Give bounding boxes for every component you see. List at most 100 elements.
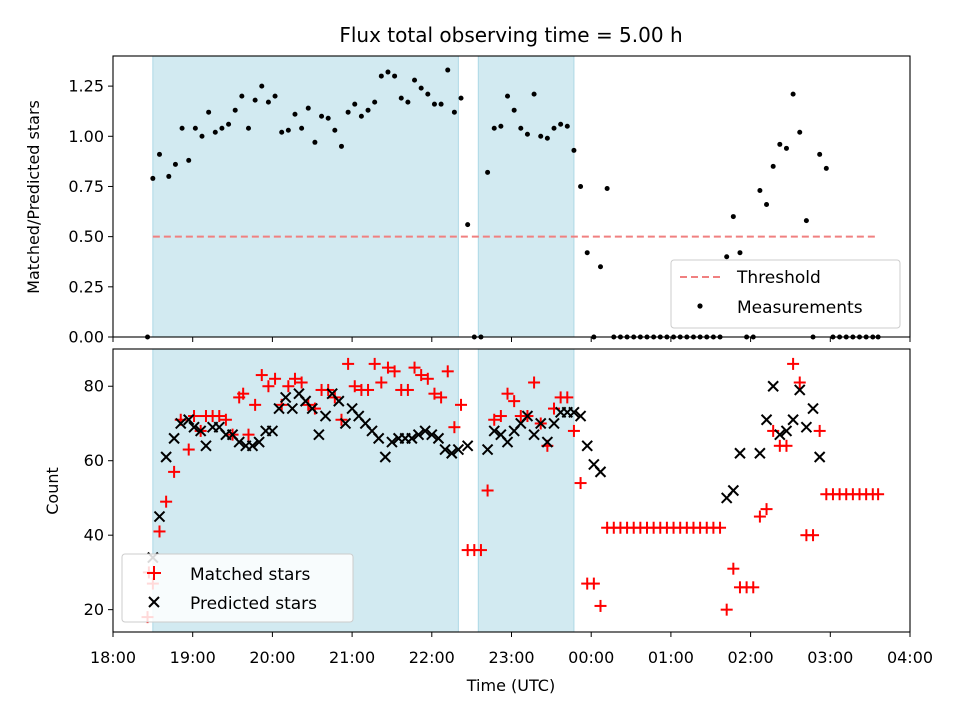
- measurement-point: [312, 139, 318, 145]
- measurement-point: [777, 141, 783, 147]
- top-y-axis-label: Matched/Predicted stars: [24, 100, 43, 294]
- matched-star-point: [153, 525, 166, 538]
- matched-star-point: [182, 443, 195, 456]
- x-tick-label: 19:00: [170, 648, 216, 667]
- predicted-star-point: [194, 425, 207, 437]
- measurement-point: [299, 125, 305, 131]
- predicted-star-point: [452, 443, 465, 456]
- predicted-star-point: [760, 414, 773, 426]
- matched-star-point: [574, 477, 587, 490]
- measurement-point: [338, 143, 344, 149]
- measurement-point: [358, 113, 364, 119]
- matched-star-point: [295, 376, 308, 389]
- matched-star-point: [288, 372, 301, 385]
- matched-star-point: [381, 361, 394, 374]
- predicted-star-point: [548, 417, 560, 430]
- measurement-point: [425, 91, 431, 97]
- matched-star-point: [388, 365, 401, 378]
- predicted-star-point: [286, 402, 299, 415]
- matched-star-point: [587, 577, 600, 590]
- legend-matched-label: Matched stars: [190, 565, 310, 585]
- predicted-star-point: [481, 443, 494, 456]
- measurement-point: [491, 125, 497, 131]
- measurement-point: [584, 250, 590, 256]
- top-y-tick-label: 1.25: [68, 77, 104, 96]
- measurement-point: [392, 73, 398, 79]
- measurement-point: [730, 214, 736, 220]
- matched-star-point: [269, 372, 282, 385]
- measurement-point: [319, 113, 325, 119]
- measurement-point: [544, 135, 550, 141]
- predicted-star-point: [807, 402, 819, 415]
- matched-star-point: [160, 495, 173, 508]
- predicted-star-point: [246, 440, 259, 452]
- predicted-star-point: [168, 432, 180, 445]
- matched-star-point: [168, 465, 181, 478]
- measurement-point: [378, 73, 384, 79]
- predicted-star-point: [319, 410, 332, 422]
- measurement-point: [179, 125, 185, 131]
- matched-star-point: [488, 413, 501, 426]
- matched-star-point: [219, 413, 232, 426]
- measurement-point: [783, 145, 789, 151]
- matched-star-point: [760, 503, 773, 516]
- bottom-shaded-band-2: [477, 348, 575, 633]
- measurement-point: [385, 69, 391, 75]
- predicted-star-point: [581, 440, 593, 452]
- measurement-point: [305, 105, 311, 111]
- measurement-point: [505, 93, 511, 99]
- matched-star-point: [793, 376, 806, 389]
- measurement-point: [186, 157, 192, 163]
- measurement-point: [272, 93, 278, 99]
- measurement-point: [538, 133, 544, 139]
- predicted-star-point: [794, 384, 806, 396]
- measurement-point: [564, 123, 570, 129]
- matched-star-point: [282, 380, 295, 393]
- predicted-star-point: [787, 414, 799, 426]
- matched-star-point: [408, 361, 421, 374]
- predicted-star-point: [501, 436, 514, 448]
- matched-star-point: [455, 398, 468, 411]
- predicted-star-point: [727, 484, 740, 497]
- matched-star-point: [188, 410, 201, 423]
- measurement-point: [418, 85, 424, 91]
- predicted-star-point: [419, 425, 431, 437]
- measurement-point: [232, 107, 238, 113]
- matched-star-point: [780, 439, 793, 452]
- predicted-star-point: [339, 417, 352, 430]
- measurement-point: [551, 125, 557, 131]
- measurement-point: [571, 147, 577, 153]
- matched-star-point: [567, 424, 580, 437]
- measurement-point: [219, 125, 225, 131]
- legend-predicted-swatch: [148, 596, 160, 608]
- measurement-point: [518, 125, 524, 131]
- predicted-star-point: [439, 443, 451, 456]
- x-tick-label: 21:00: [329, 648, 375, 667]
- measurement-point: [724, 254, 730, 260]
- matched-star-point: [753, 510, 766, 523]
- predicted-star-point: [568, 406, 580, 419]
- matched-star-point: [528, 376, 541, 389]
- chart-title: Flux total observing time = 5.00 h: [339, 23, 682, 47]
- x-tick-label: 20:00: [249, 648, 295, 667]
- predicted-star-point: [313, 428, 325, 441]
- matched-star-point: [561, 391, 574, 404]
- predicted-star-point: [461, 440, 474, 452]
- bottom-y-tick-label: 40: [84, 526, 104, 545]
- matched-star-point: [401, 383, 414, 396]
- matched-star-point: [508, 395, 521, 408]
- predicted-star-point: [412, 428, 425, 441]
- measurement-point: [797, 129, 803, 135]
- bottom-y-tick-label: 20: [84, 600, 104, 619]
- bottom-predicted-points: [147, 380, 826, 564]
- predicted-star-point: [200, 440, 212, 452]
- matched-star-point: [727, 562, 740, 575]
- matched-star-point: [594, 599, 607, 612]
- measurement-point: [285, 127, 291, 133]
- predicted-star-point: [800, 421, 813, 433]
- matched-star-point: [872, 488, 885, 501]
- predicted-star-point: [426, 428, 438, 441]
- predicted-star-point: [767, 380, 779, 392]
- matched-star-point: [237, 387, 250, 400]
- top-panel: 0.00 0.25 0.50 0.75 1.00 1.25 Matched/Predict…: [24, 55, 911, 347]
